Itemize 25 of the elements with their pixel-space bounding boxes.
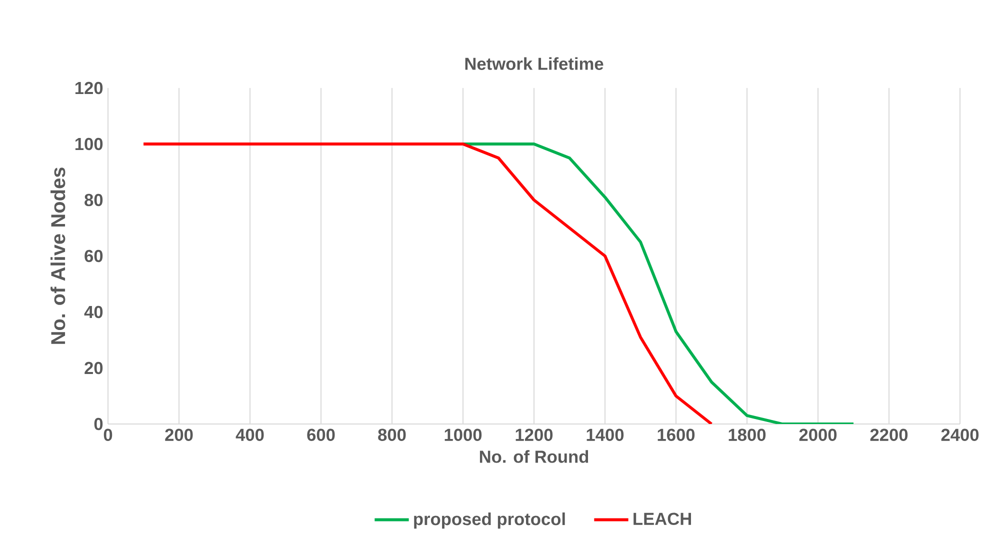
legend-label: LEACH xyxy=(634,512,691,525)
x-tick-label: 1400 xyxy=(586,428,624,441)
x-axis-title: No. of Round xyxy=(480,450,588,463)
x-tick-label: 2400 xyxy=(941,428,979,441)
x-tick-label: 200 xyxy=(165,428,193,441)
y-tick-label: 100 xyxy=(75,138,103,150)
y-axis-title: No. of Alive Nodes xyxy=(50,168,66,344)
x-tick-label: 1000 xyxy=(444,428,482,441)
y-tick-label: 120 xyxy=(75,82,103,94)
y-tick-label: 40 xyxy=(84,306,103,318)
x-tick-label: 1600 xyxy=(658,428,695,441)
x-tick-label: 1800 xyxy=(728,428,766,441)
x-tick-label: 1200 xyxy=(516,428,553,441)
chart-title: Network Lifetime xyxy=(465,57,604,70)
y-tick-label: 20 xyxy=(84,362,103,374)
x-tick-label: 600 xyxy=(307,428,335,441)
x-tick-label: 0 xyxy=(104,428,112,441)
y-tick-label: 80 xyxy=(84,194,103,206)
legend-label: proposed protocol xyxy=(414,512,565,529)
y-tick-label: 0 xyxy=(94,418,103,430)
x-tick-label: 2200 xyxy=(870,428,908,441)
x-tick-label: 400 xyxy=(236,428,264,441)
x-tick-label: 800 xyxy=(378,428,406,441)
y-tick-label: 60 xyxy=(84,250,103,262)
x-tick-label: 2000 xyxy=(799,428,837,441)
